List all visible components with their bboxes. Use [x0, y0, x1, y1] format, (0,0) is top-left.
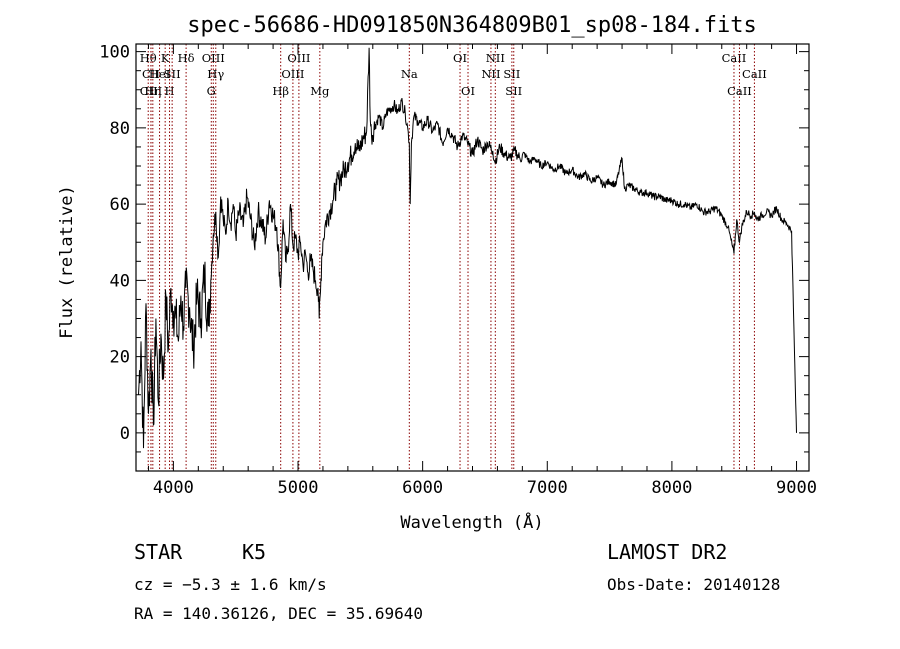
object-class: STAR	[134, 540, 183, 564]
x-tick-label: 4000	[153, 478, 194, 498]
spectral-line-label: HeI	[149, 67, 170, 81]
y-axis-label: Flux (relative)	[57, 185, 77, 339]
chart-title: spec-56686-HD091850N364809B01_sp08-184.f…	[187, 13, 757, 38]
spectral-line-label: CII	[142, 67, 160, 81]
spectral-line-label: Hδ	[178, 51, 195, 65]
observation-date: Obs-Date: 20140128	[607, 575, 781, 594]
y-tick-label: 100	[99, 43, 130, 63]
spectral-line-label: Mg	[310, 84, 330, 98]
spectral-line-label: NII	[481, 67, 500, 81]
spectral-line-label: Na	[401, 67, 418, 81]
coordinates-readout: RA = 140.36126, DEC = 35.69640	[134, 604, 423, 623]
spectral-line-label: SII	[503, 67, 520, 81]
x-tick-label: 5000	[278, 478, 319, 498]
x-tick-label: 9000	[776, 478, 817, 498]
y-tick-label: 20	[110, 348, 130, 368]
plot-axes: 4000 5000 6000 7000 8000 9000 0 20 40 60 80 100	[99, 43, 817, 498]
spectral-line-label: H	[165, 84, 175, 98]
y-tick-label: 0	[120, 424, 130, 444]
spectral-line-label: OI	[453, 51, 467, 65]
x-axis-label: Wavelength (Å)	[400, 511, 543, 533]
spectral-line-label: SII	[164, 67, 181, 81]
y-tick-label: 40	[110, 271, 130, 291]
spectral-line-label: Hθ	[140, 51, 157, 65]
spectral-line-label: CIII	[140, 84, 162, 98]
spectral-line-label: CaII	[727, 84, 752, 98]
spectral-line-label: Hγ	[207, 67, 224, 81]
x-tick-label: 7000	[527, 478, 568, 498]
x-tick-label: 6000	[402, 478, 443, 498]
redshift-readout: cz = −5.3 ± 1.6 km/s	[134, 575, 327, 594]
spectral-line-label: OI	[461, 84, 475, 98]
survey-name: LAMOST DR2	[607, 540, 728, 564]
spectrum-line	[138, 47, 797, 449]
spectral-line-label: Hη	[144, 84, 161, 98]
y-tick-label: 60	[110, 195, 130, 215]
spectrum-series	[138, 47, 797, 449]
spectral-line-label: OIII	[287, 51, 310, 65]
spectral-line-label: OIII	[202, 51, 225, 65]
spectral-line-label: G	[207, 84, 216, 98]
spectral-line-label: SII	[505, 84, 522, 98]
spectral-line-label: OIII	[281, 67, 304, 81]
spectral-line-label: Hβ	[272, 84, 289, 98]
spectral-line-label: K	[161, 51, 170, 65]
spectral-line-label: CaII	[722, 51, 747, 65]
spectral-line-label: NII	[486, 51, 505, 65]
x-tick-label: 8000	[651, 478, 692, 498]
object-subclass: K5	[242, 540, 267, 564]
plot-frame	[135, 43, 810, 472]
spectral-line-label: CaII	[742, 67, 767, 81]
y-tick-label: 80	[110, 119, 130, 139]
